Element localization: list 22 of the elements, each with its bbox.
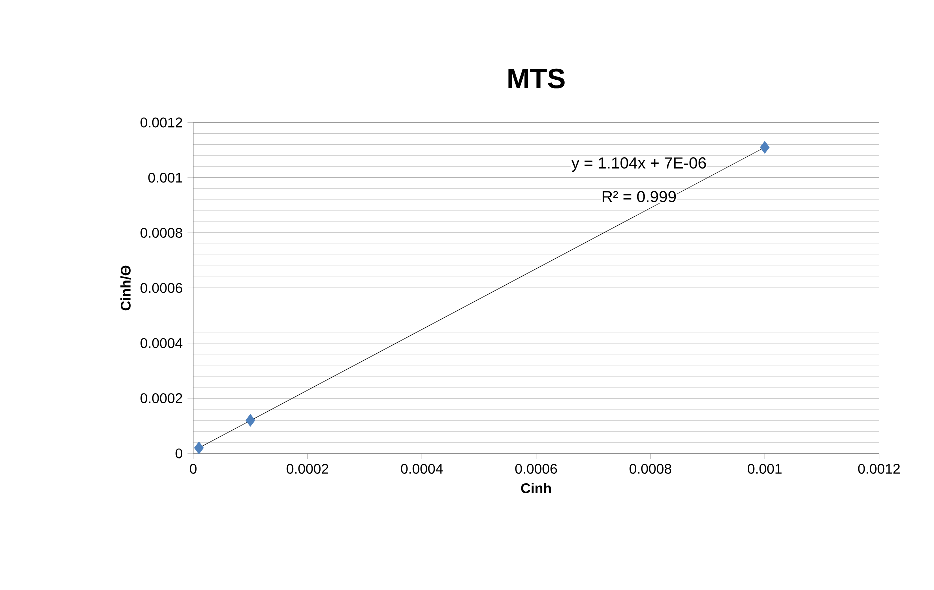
x-tick-label: 0.001: [748, 464, 782, 474]
y-tick-label: 0.0012: [140, 118, 182, 128]
y-tick-label: 0.001: [148, 173, 182, 183]
x-tick-label: 0.0008: [630, 464, 672, 474]
point: [194, 442, 204, 455]
y-tick-label: 0: [176, 448, 183, 459]
chart-title: MTS: [508, 68, 565, 89]
annotation: R² = 0.999: [602, 191, 676, 203]
point: [760, 141, 770, 154]
x-tick-label: 0.0002: [286, 464, 328, 474]
y-tick-label: 0.0004: [140, 338, 183, 348]
x-tick-label: 0: [190, 464, 197, 474]
y-tick-label: 0.0008: [140, 228, 182, 238]
x-tick-label: 0.0012: [858, 464, 900, 474]
x-tick-label: 0.0006: [516, 464, 558, 474]
point: [246, 414, 256, 427]
x-tick-label: 0.0004: [401, 464, 444, 474]
y-tick-label: 0.0006: [140, 283, 182, 294]
x-axis-title: Cinh: [521, 483, 552, 494]
y-tick-label: 0.0002: [140, 394, 182, 404]
annotation: y = 1.104x + 7E-06: [572, 158, 706, 172]
y-axis-title: Cinh/Θ: [120, 266, 132, 311]
